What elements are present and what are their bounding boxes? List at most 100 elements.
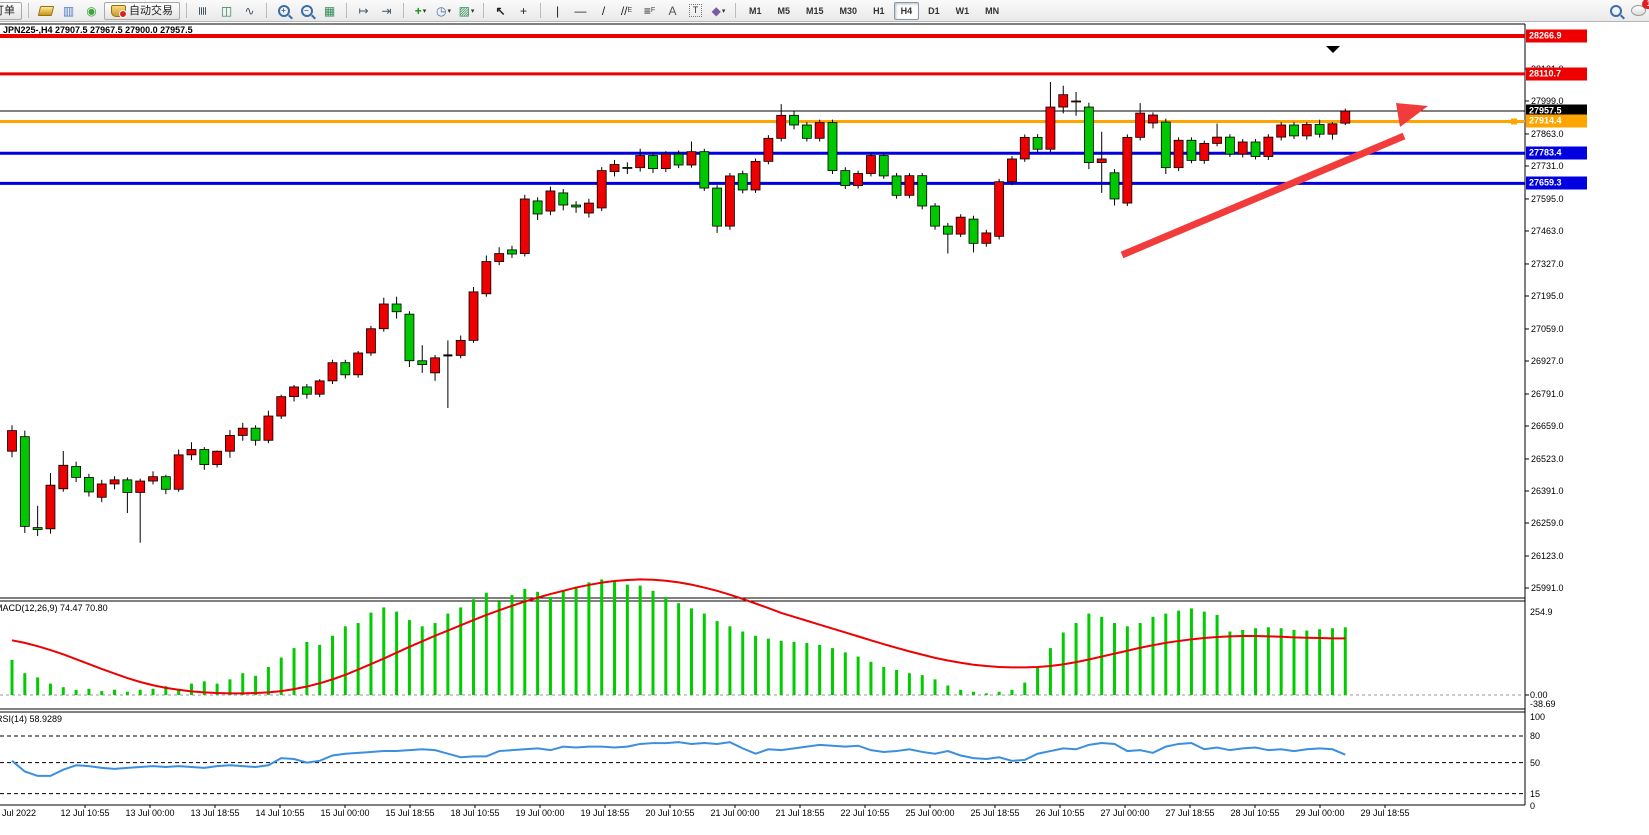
candle-bull bbox=[686, 151, 697, 166]
timeframe-m5-button[interactable]: M5 bbox=[777, 5, 791, 16]
time-axis-label: 19 Jul 18:55 bbox=[580, 808, 630, 818]
zoom-in-icon[interactable]: + bbox=[273, 3, 294, 19]
toolbar: 订单▥◉自动交易≣◫∿+–▦↦⇥+▾◷▾▨▾↖+|—///E≡FAT◆▾M1M5… bbox=[0, 0, 1649, 22]
macd-histogram-bar bbox=[433, 623, 437, 695]
timeframe-m15-button[interactable]: M15 bbox=[806, 5, 824, 16]
periods-icon[interactable]: ◷ ▾ bbox=[433, 3, 454, 19]
timeframe-h1-button[interactable]: H1 bbox=[873, 5, 885, 16]
timeframe-mn-button[interactable]: MN bbox=[985, 5, 1000, 16]
chart-shift-icon[interactable]: ⇥ bbox=[376, 3, 397, 19]
vertical-line-icon[interactable]: | bbox=[547, 3, 568, 19]
macd-histogram-bar bbox=[561, 590, 565, 695]
text-label-icon[interactable]: T bbox=[685, 3, 706, 19]
tile-windows-icon[interactable]: ▦ bbox=[319, 3, 340, 19]
zoom-out-icon[interactable]: – bbox=[296, 3, 317, 19]
chart-drawing bbox=[0, 23, 1529, 808]
candle-bear bbox=[417, 360, 428, 366]
text-icon[interactable]: A bbox=[662, 3, 683, 19]
horizontal-line-icon[interactable]: — bbox=[570, 3, 591, 19]
time-axis-label: 15 Jul 00:00 bbox=[320, 808, 370, 818]
time-axis-label: Jul 2022 bbox=[2, 808, 37, 818]
arrows-icon[interactable]: ◆ ▾ bbox=[708, 3, 729, 19]
chart-window-icon[interactable]: ▥ bbox=[58, 3, 79, 19]
candle-bull bbox=[45, 484, 56, 530]
time-axis-label: 19 Jul 00:00 bbox=[515, 808, 565, 818]
candle-bear bbox=[1289, 124, 1299, 137]
candle-bull bbox=[366, 328, 376, 354]
time-axis-label: 27 Jul 18:55 bbox=[1165, 808, 1215, 818]
candle-bull bbox=[814, 122, 825, 139]
price-tick-label: 27463.0 bbox=[1531, 225, 1564, 236]
templates-icon-dropdown[interactable]: ▾ bbox=[470, 7, 475, 15]
candle-bull bbox=[1058, 94, 1069, 108]
toolbar-separator bbox=[403, 3, 404, 18]
periods-icon-dropdown[interactable]: ▾ bbox=[447, 7, 451, 15]
macd-histogram-bar bbox=[895, 669, 899, 695]
trend-arrow-head[interactable] bbox=[1396, 103, 1428, 127]
fibonacci-icon-sub: F bbox=[650, 7, 656, 14]
trendline-icon[interactable]: / bbox=[593, 3, 614, 19]
chart-canvas[interactable]: JPN225-,H4 27907.5 27967.5 27900.0 27957… bbox=[0, 22, 1649, 835]
toolbar-separator bbox=[266, 3, 267, 18]
timeframe-m1-button[interactable]: M1 bbox=[749, 5, 762, 16]
macd-histogram-bar bbox=[689, 608, 693, 695]
cursor-icon-glyph: ↖ bbox=[495, 3, 506, 18]
candle-bear bbox=[571, 204, 581, 208]
time-axis-label: 25 Jul 00:00 bbox=[905, 808, 955, 818]
indicators-icon[interactable]: + ▾ bbox=[410, 3, 431, 19]
candle-bull bbox=[430, 357, 440, 374]
macd-histogram-bar bbox=[1279, 628, 1283, 695]
timeframe-w1-button[interactable]: W1 bbox=[955, 5, 970, 16]
candle-bull bbox=[519, 198, 530, 254]
signals-icon-glyph: ◉ bbox=[86, 3, 97, 18]
templates-icon-glyph: ▨ bbox=[458, 3, 470, 18]
timeframe-m30-button[interactable]: M30 bbox=[839, 5, 858, 16]
crosshair-icon[interactable]: + bbox=[513, 3, 534, 19]
trend-arrow-line[interactable] bbox=[1120, 132, 1406, 259]
macd-histogram-bar bbox=[869, 661, 873, 695]
fibonacci-icon[interactable]: ≡ F bbox=[639, 3, 660, 19]
price-tick-label: 27863.0 bbox=[1531, 128, 1564, 139]
macd-histogram-bar bbox=[1241, 629, 1245, 695]
price-tick-label: 27195.0 bbox=[1531, 290, 1564, 301]
candlestick-chart-icon[interactable]: ◫ bbox=[216, 3, 237, 19]
line-chart-icon[interactable]: ∿ bbox=[239, 3, 260, 19]
candlestick-chart-icon-glyph: ◫ bbox=[220, 3, 233, 18]
autotrading-button[interactable]: 自动交易 bbox=[104, 1, 180, 20]
candle-bear bbox=[712, 187, 722, 227]
candle-bull bbox=[1096, 158, 1107, 163]
timeframe-h4-button[interactable]: H4 bbox=[893, 1, 920, 20]
search-icon[interactable] bbox=[1605, 3, 1626, 19]
auto-scroll-icon[interactable]: ↦ bbox=[353, 3, 374, 19]
line-chart-icon-glyph: ∿ bbox=[244, 3, 255, 18]
time-axis-label: 29 Jul 18:55 bbox=[1360, 808, 1410, 818]
macd-histogram-bar bbox=[241, 673, 245, 695]
price-line-label: 27659.3 bbox=[1526, 176, 1587, 190]
toolbar-separator bbox=[346, 3, 347, 18]
market-watch-icon[interactable] bbox=[35, 3, 56, 19]
candle-bear bbox=[942, 225, 953, 235]
macd-histogram-bar bbox=[1189, 608, 1193, 695]
down-arrow-marker[interactable] bbox=[1326, 46, 1340, 53]
comments-icon[interactable]: 1 bbox=[1628, 0, 1649, 19]
arrows-icon-dropdown[interactable]: ▾ bbox=[721, 7, 726, 15]
candle-bull bbox=[173, 454, 184, 490]
macd-histogram-bar bbox=[882, 666, 886, 695]
crosshair-icon-glyph: + bbox=[519, 3, 527, 18]
cursor-icon[interactable]: ↖ bbox=[490, 3, 511, 19]
autotrading-button-label: 自动交易 bbox=[129, 4, 173, 17]
indicators-icon-dropdown[interactable]: ▾ bbox=[422, 7, 427, 15]
timeframe-d1-button[interactable]: D1 bbox=[928, 5, 940, 16]
templates-icon[interactable]: ▨ ▾ bbox=[456, 3, 477, 19]
equidistant-channel-icon[interactable]: //E bbox=[616, 3, 637, 19]
signals-icon[interactable]: ◉ bbox=[81, 3, 102, 19]
candle-bull bbox=[955, 216, 966, 235]
candle-bull bbox=[186, 449, 197, 456]
new-order-button[interactable]: 订单 bbox=[0, 1, 22, 20]
candle-bear bbox=[930, 205, 940, 227]
line-anchor-marker[interactable] bbox=[1511, 118, 1517, 125]
candle-bull bbox=[1122, 136, 1133, 204]
bar-chart-icon[interactable]: ≣ bbox=[193, 3, 214, 19]
rsi-scale-label: 15 bbox=[1530, 788, 1541, 799]
